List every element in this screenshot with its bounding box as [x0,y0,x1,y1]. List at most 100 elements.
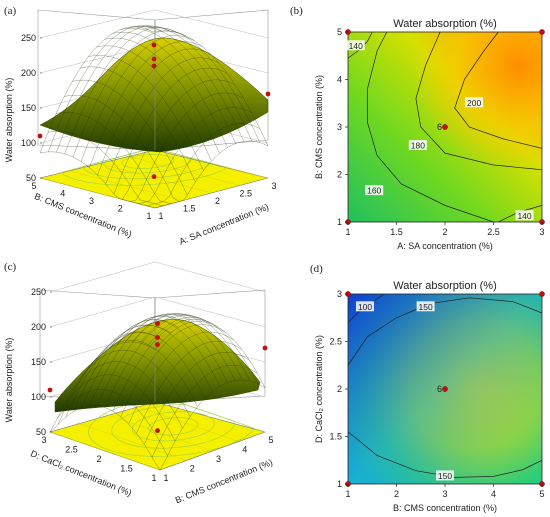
b-x-tick-label: 2.5 [487,227,500,237]
panel-b-design-points [345,29,545,225]
a-mesh-line [105,57,219,184]
c-mesh-line [128,331,234,425]
c-wall-gridline [154,296,266,328]
a-mesh-line [89,41,203,168]
d-y-tick-label: 3 [337,289,342,299]
c-wall-gridline [49,261,156,293]
c-floor-gridline [76,422,187,461]
a-mesh-line [146,123,260,207]
d-contour-label-bg [416,301,435,312]
d-y-tick-label: 2 [337,384,342,394]
panel-b-contour-labels: 6 140 200 180 160 140 [346,40,534,221]
panel-a-surface [39,37,269,153]
panel-a-design-points [37,42,271,180]
a-design-point [151,56,157,62]
b-y-tick-label: 1 [337,217,342,227]
c-wall-gridline [154,261,266,293]
c-mesh-line [89,313,195,406]
c-mesh-line [73,319,179,412]
c-x-tick-label: 2 [190,464,195,474]
b-x-tick-label: 2 [442,227,447,237]
d-contour-label: 150 [419,302,433,312]
panel-d-contour-labels: 6 100 150 150 [355,301,454,481]
a-x-tick-label: 2.5 [239,189,252,199]
a-y-tick-label: 5 [31,181,36,191]
a-floor-gridline [124,155,240,186]
b-contour-label: 200 [467,98,481,108]
a-floor-contour [61,147,228,186]
c-design-point [155,335,160,340]
d-design-point [442,386,448,392]
b-contour-line [454,31,543,149]
c-z-tick-label: 50 [36,427,46,437]
c-mesh-line [104,315,211,408]
panel-b-y-ticks: 1 2 3 4 5 [337,27,348,227]
a-design-point [37,133,43,139]
panel-b-x-label: A: SA concentration (%) [397,241,493,251]
panel-c-surface-mesh [49,313,266,471]
a-wall-gridline [154,9,269,39]
a-z-tick-label: 200 [21,68,36,78]
c-design-point [262,345,268,351]
c-y-tick-label: 1 [151,473,156,483]
panel-c-label: (c) [4,261,17,273]
a-y-tick-label: 3 [89,196,94,206]
d-x-tick-label: 5 [539,489,544,499]
panel-a-x-ticks: 1 1.5 2 2.5 3 [158,181,276,221]
c-floor-gridline [49,431,161,471]
c-mesh-line [151,365,258,458]
d-contour-label: 150 [438,471,452,481]
d-x-tick-label: 2 [394,489,399,499]
b-contour-label-bg [365,185,384,196]
b-center-label: 6 [437,122,442,132]
panel-c-surface [54,319,261,413]
d-contour-label-bg [355,301,374,312]
a-mesh-line [121,79,236,200]
c-floor-contour [131,411,215,442]
c-y-tick-label: 2 [96,454,101,464]
panel-b: (b) Water absorption (%) 614020018016014… [290,5,545,251]
c-y-tick-label: 3 [41,435,46,445]
d-x-tick-label: 3 [442,489,447,499]
panel-c-floor-contours [49,393,266,471]
d-design-point [539,291,545,297]
b-y-tick-label: 4 [337,75,342,85]
c-floor-contour [148,417,199,436]
panel-c-floor [49,401,266,471]
panel-d-y-ticks: 1 1.5 2 2.5 3 [329,289,348,489]
a-mesh-line [56,25,170,153]
panel-a-surface-mesh [39,25,269,209]
panel-d: (d) Water absorption (%) 6 100 150 150 1 2 3 4… [310,263,545,513]
c-wall-gridline [49,296,156,328]
b-contour-label: 140 [517,211,531,221]
b-contour-label: 160 [367,186,381,196]
c-floor-gridline [128,403,239,442]
panel-b-x-ticks: 1 1.5 2 2.5 3 [345,222,545,237]
panel-d-title: Water absorption (%) [393,280,497,292]
a-design-point [151,63,157,69]
a-mesh-line [72,30,186,158]
a-z-tick-label: 50 [26,173,36,183]
panel-c-y-ticks: 1 1.5 2 2.5 3 [41,435,156,483]
a-mesh-line [39,26,154,154]
c-mesh-line [144,352,250,445]
b-contour-label-bg [465,97,484,108]
panel-c-z-ticks: 50 100 150 200 250 [31,287,52,437]
a-mesh-line [138,107,252,204]
b-design-point [442,124,448,130]
panel-d-x-label: B: CMS concentration (%) [393,503,497,513]
b-contour-label-bg [408,140,427,150]
panel-d-y-label: D: CaCl₂ concentration (%) [314,335,324,443]
b-x-tick-label: 1 [345,227,350,237]
c-mesh-line [159,379,266,471]
a-y-tick-label: 2 [118,204,123,214]
c-mesh-line [81,315,187,408]
c-y-tick-label: 1.5 [120,464,133,474]
d-x-tick-label: 4 [491,489,496,499]
c-mesh-line [57,332,163,425]
panel-c-design-points [47,321,268,433]
d-y-tick-label: 2.5 [329,337,342,347]
d-y-tick-label: 1.5 [329,432,342,442]
